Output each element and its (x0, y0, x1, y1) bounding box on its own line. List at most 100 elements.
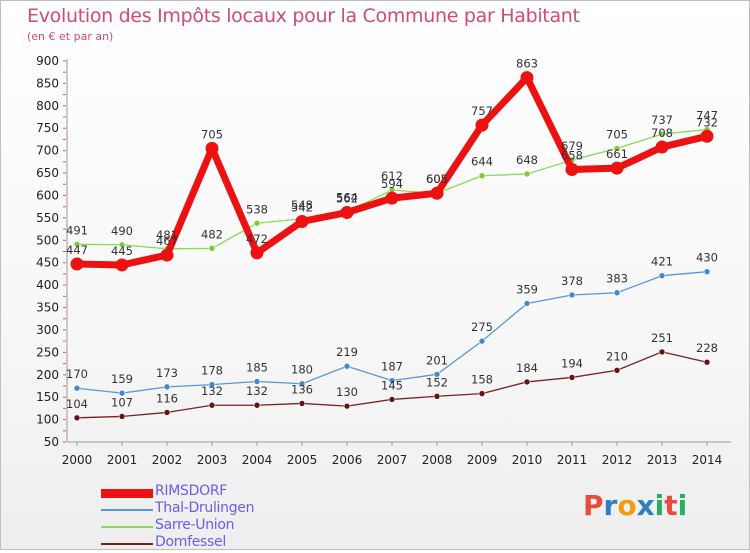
legend-label-rimsdorf: RIMSDORF (155, 483, 228, 499)
brand-letter: x (636, 489, 655, 522)
data-label-sarre-union: 482 (201, 227, 223, 241)
legend-swatch-sarre-union (101, 526, 153, 528)
data-point-sarre-union (478, 172, 486, 180)
data-point-sarre-union (253, 219, 261, 227)
y-tick-label: 750 (36, 121, 59, 135)
data-label-sarre-union: 644 (471, 155, 493, 169)
data-label-rimsdorf: 472 (246, 232, 268, 246)
data-label-rimsdorf: 863 (516, 57, 538, 71)
data-point-thal-drulingen (343, 362, 351, 370)
x-tick-label: 2008 (422, 453, 453, 467)
data-label-thal-drulingen: 421 (651, 255, 673, 269)
data-point-thal-drulingen (478, 337, 486, 345)
y-tick-label: 250 (36, 345, 59, 359)
x-tick-label: 2010 (512, 453, 543, 467)
x-tick-label: 2004 (242, 453, 273, 467)
y-tick-label: 350 (36, 301, 59, 315)
data-point-rimsdorf (655, 140, 669, 154)
data-label-rimsdorf: 562 (336, 192, 358, 206)
data-label-thal-drulingen: 383 (606, 272, 628, 286)
data-label-thal-drulingen: 187 (381, 360, 403, 374)
data-point-sarre-union (118, 241, 126, 249)
data-label-sarre-union: 490 (111, 224, 133, 238)
data-label-rimsdorf: 708 (651, 126, 673, 140)
data-label-domfessel: 158 (471, 373, 493, 387)
data-point-sarre-union (658, 130, 666, 138)
legend-swatch-thal-drulingen (101, 509, 153, 511)
x-tick-label: 2013 (647, 453, 678, 467)
data-point-rimsdorf (340, 206, 354, 220)
data-point-domfessel (523, 378, 531, 386)
data-point-domfessel (613, 366, 621, 374)
data-label-sarre-union: 737 (651, 113, 673, 127)
data-point-thal-drulingen (388, 377, 396, 384)
data-label-domfessel: 194 (561, 356, 583, 370)
x-tick-label: 2005 (287, 453, 318, 467)
data-label-rimsdorf: 467 (156, 234, 178, 248)
data-point-thal-drulingen (208, 381, 216, 388)
data-label-sarre-union: 605 (426, 172, 448, 186)
data-label-domfessel: 145 (381, 378, 403, 392)
data-point-sarre-union (523, 170, 531, 178)
data-point-sarre-union (208, 245, 216, 252)
data-point-rimsdorf (160, 248, 174, 262)
x-tick-label: 2003 (197, 453, 228, 467)
data-point-domfessel (388, 396, 396, 403)
data-label-domfessel: 107 (111, 395, 133, 409)
data-point-domfessel (343, 402, 351, 410)
data-label-thal-drulingen: 159 (111, 372, 133, 386)
data-label-rimsdorf: 661 (606, 147, 628, 161)
data-point-rimsdorf (520, 71, 534, 85)
data-point-domfessel (73, 414, 81, 422)
brand-letter: r (603, 489, 618, 522)
x-tick-label: 2012 (602, 453, 633, 467)
y-tick-label: 100 (36, 413, 59, 427)
brand-letter: P (583, 489, 604, 522)
x-tick-label: 2009 (467, 453, 498, 467)
data-point-thal-drulingen (433, 371, 441, 378)
legend-label-sarre-union: Sarre-Union (155, 517, 235, 533)
data-point-rimsdorf (700, 129, 714, 143)
data-point-domfessel (433, 392, 441, 400)
data-label-thal-drulingen: 180 (291, 363, 313, 377)
data-point-rimsdorf (385, 191, 399, 205)
data-point-domfessel (208, 401, 216, 409)
data-point-rimsdorf (565, 162, 579, 176)
data-label-sarre-union: 679 (561, 139, 583, 153)
data-point-domfessel (253, 401, 261, 409)
data-label-thal-drulingen: 219 (336, 345, 358, 359)
y-tick-label: 700 (36, 144, 59, 158)
data-point-rimsdorf (610, 161, 624, 175)
legend-swatch-domfessel (101, 543, 153, 545)
data-label-sarre-union: 612 (381, 169, 403, 183)
data-point-rimsdorf (475, 118, 489, 132)
data-label-thal-drulingen: 430 (696, 251, 718, 265)
data-label-rimsdorf: 705 (201, 127, 223, 141)
brand-logo: Proxiti (583, 489, 687, 522)
x-tick-label: 2011 (557, 453, 588, 467)
data-label-rimsdorf: 447 (66, 243, 88, 257)
data-label-domfessel: 136 (291, 382, 313, 396)
y-tick-label: 550 (36, 211, 59, 225)
data-point-domfessel (478, 390, 486, 397)
chart-title: Evolution des Impôts locaux pour la Comm… (27, 5, 580, 27)
x-tick-label: 2000 (62, 453, 93, 467)
data-point-rimsdorf (205, 141, 219, 155)
data-label-domfessel: 228 (696, 341, 718, 355)
y-tick-label: 300 (36, 323, 59, 337)
data-point-rimsdorf (115, 258, 129, 272)
data-point-thal-drulingen (298, 380, 306, 388)
brand-letter: i (654, 489, 665, 522)
data-label-rimsdorf: 732 (696, 115, 718, 129)
y-tick-label: 150 (36, 390, 59, 404)
y-tick-label: 500 (36, 233, 59, 247)
data-label-sarre-union: 481 (156, 228, 178, 242)
data-point-domfessel (298, 400, 306, 407)
data-label-domfessel: 116 (156, 391, 178, 405)
data-point-domfessel (568, 374, 576, 381)
data-label-domfessel: 130 (336, 385, 358, 399)
data-point-thal-drulingen (703, 268, 711, 275)
data-point-sarre-union (613, 145, 621, 152)
